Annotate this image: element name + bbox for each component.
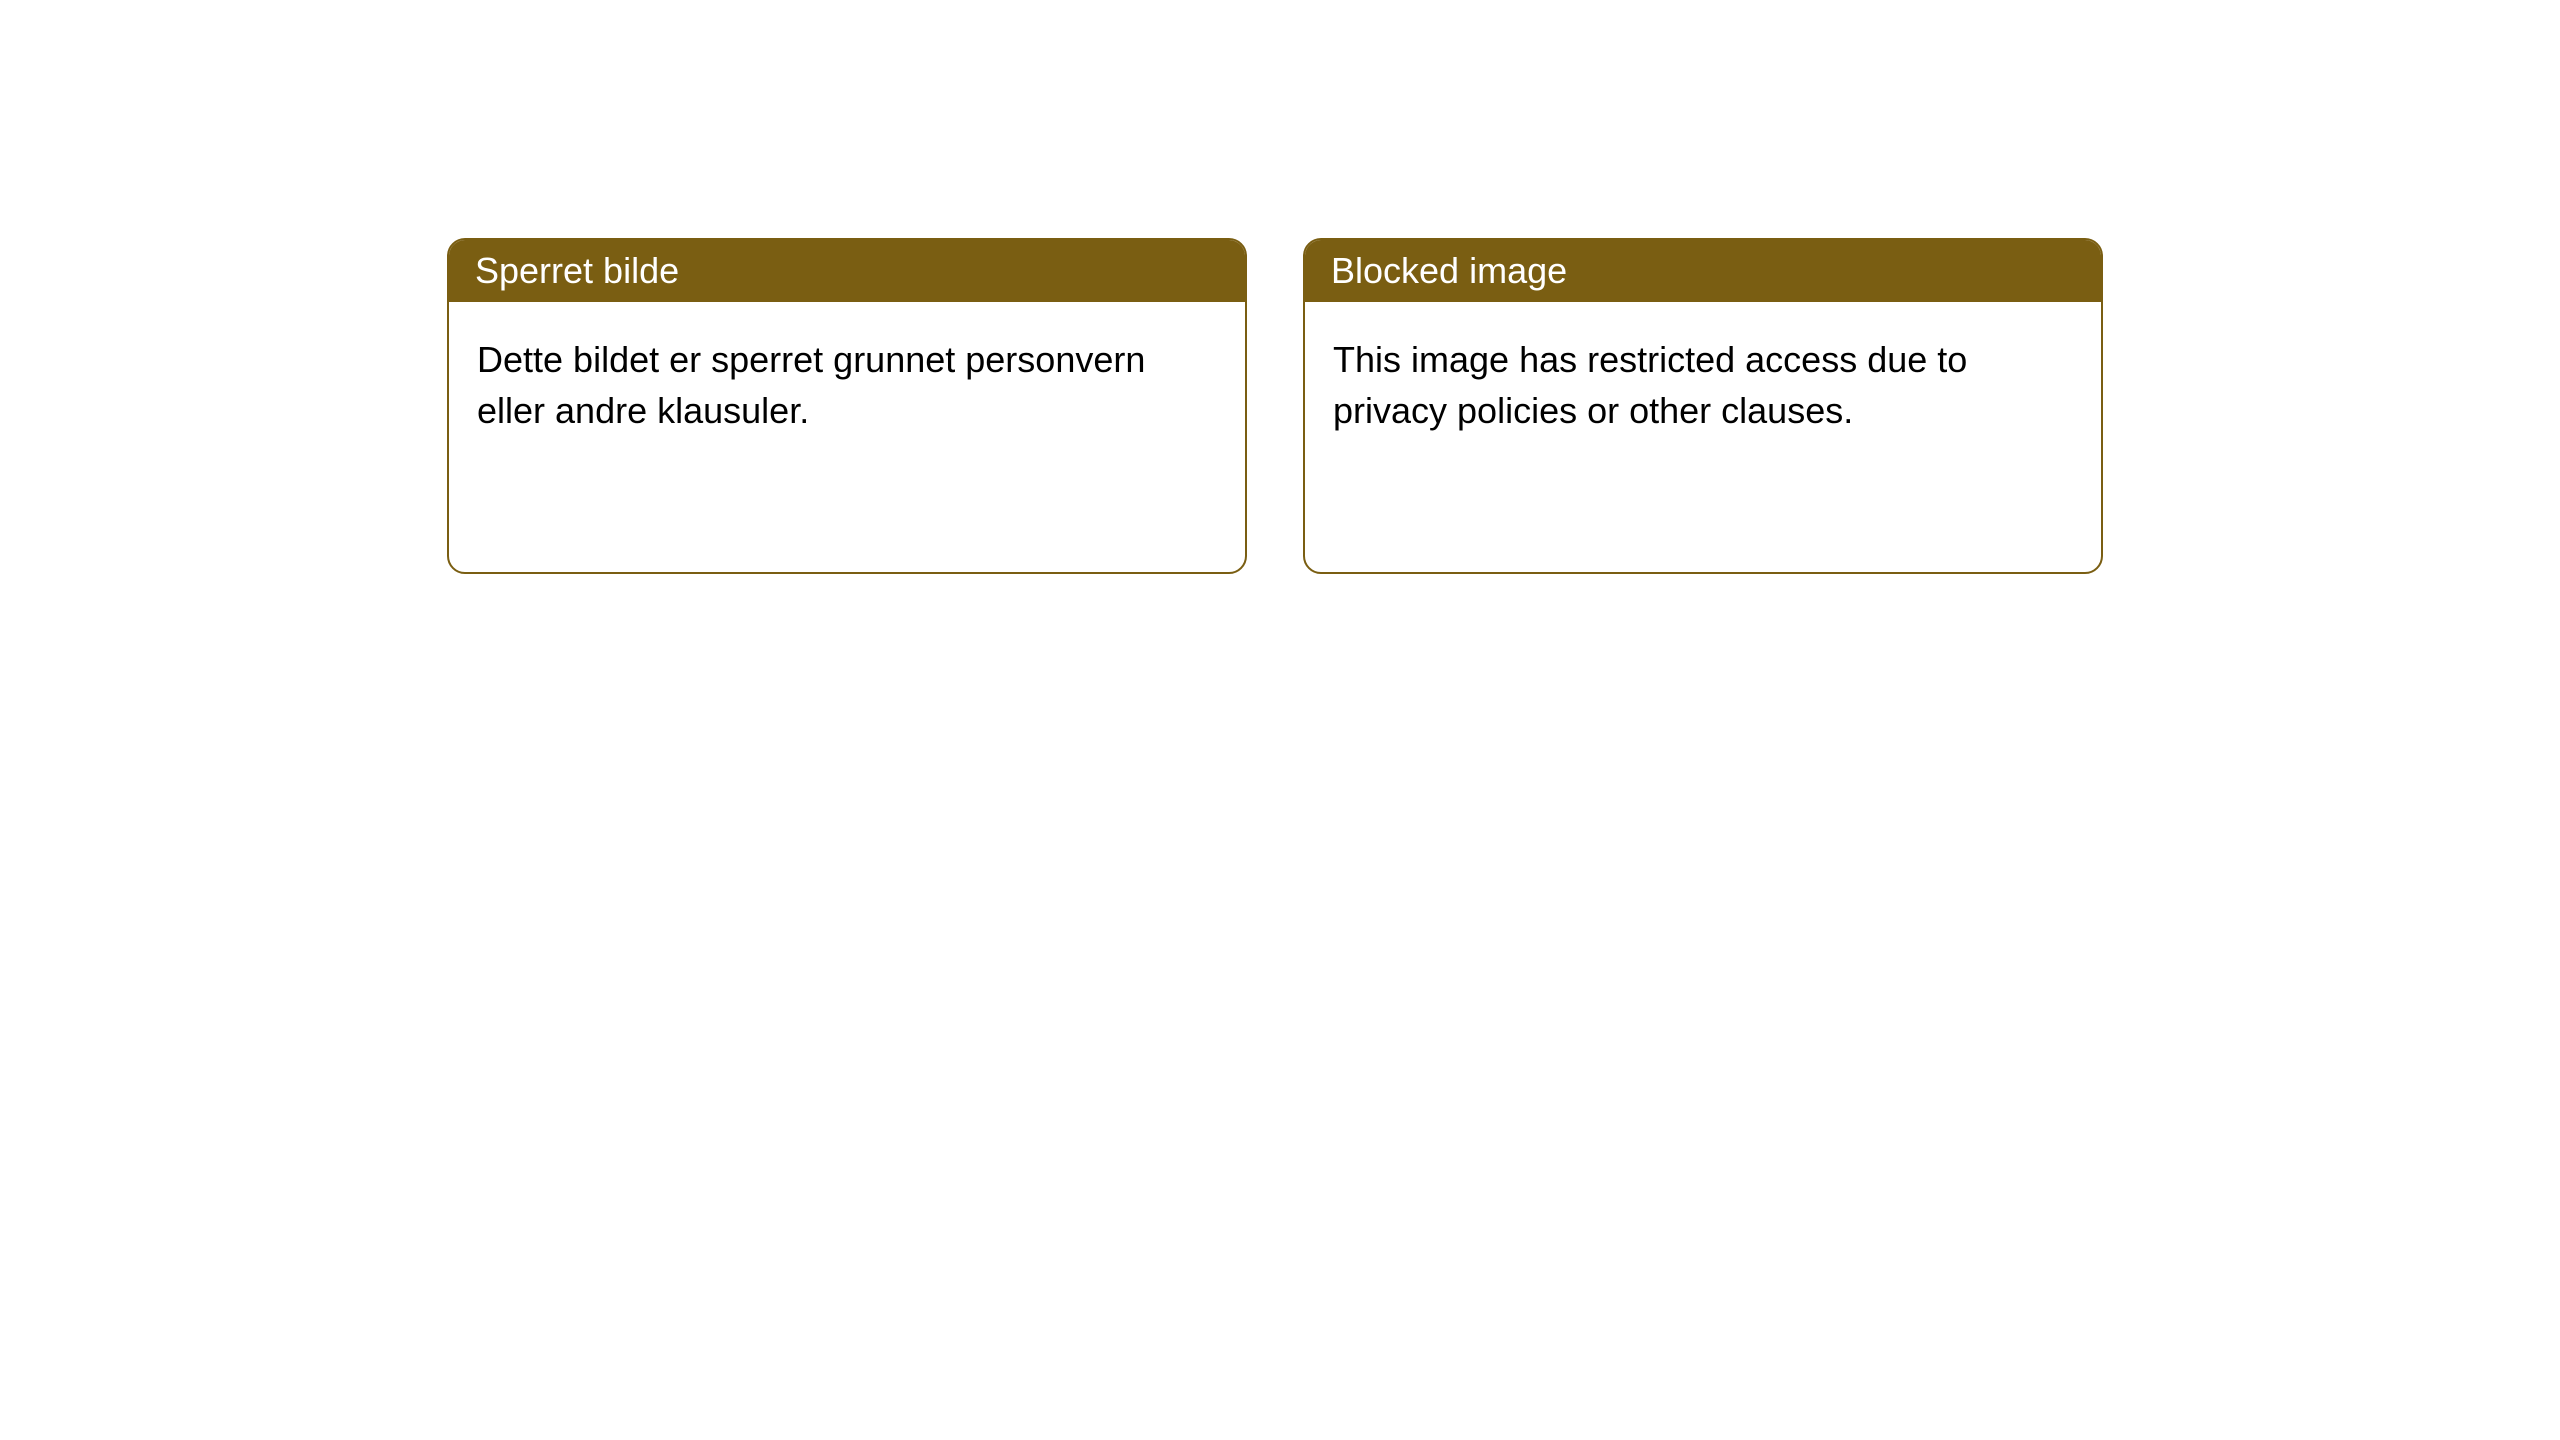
- card-body-text: This image has restricted access due to …: [1333, 339, 1967, 431]
- card-body-text: Dette bildet er sperret grunnet personve…: [477, 339, 1145, 431]
- card-body: This image has restricted access due to …: [1305, 302, 2101, 572]
- card-header: Sperret bilde: [449, 240, 1245, 302]
- notice-card-english: Blocked image This image has restricted …: [1303, 238, 2103, 574]
- card-title: Blocked image: [1331, 250, 1567, 291]
- notice-card-norwegian: Sperret bilde Dette bildet er sperret gr…: [447, 238, 1247, 574]
- card-header: Blocked image: [1305, 240, 2101, 302]
- notice-cards-container: Sperret bilde Dette bildet er sperret gr…: [447, 238, 2103, 574]
- card-title: Sperret bilde: [475, 250, 679, 291]
- card-body: Dette bildet er sperret grunnet personve…: [449, 302, 1245, 572]
